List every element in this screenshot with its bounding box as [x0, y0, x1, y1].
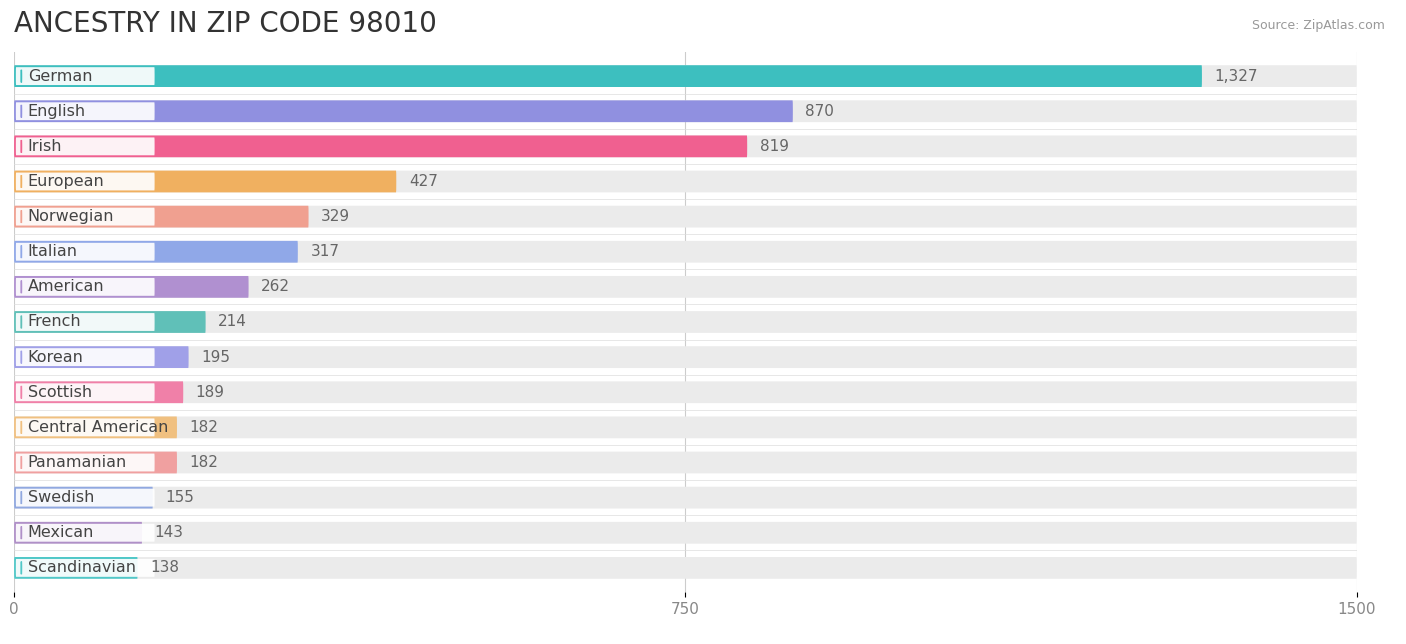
FancyBboxPatch shape — [15, 137, 155, 155]
FancyBboxPatch shape — [15, 243, 155, 261]
Text: German: German — [28, 69, 93, 84]
Text: 189: 189 — [195, 384, 225, 400]
Text: Scandinavian: Scandinavian — [28, 560, 136, 575]
FancyBboxPatch shape — [15, 102, 155, 120]
Text: French: French — [28, 314, 82, 330]
FancyBboxPatch shape — [15, 524, 155, 542]
Text: Panamanian: Panamanian — [28, 455, 127, 470]
Text: 195: 195 — [201, 350, 231, 365]
FancyBboxPatch shape — [14, 135, 747, 157]
Text: Central American: Central American — [28, 420, 169, 435]
Text: Italian: Italian — [28, 244, 77, 260]
Text: ANCESTRY IN ZIP CODE 98010: ANCESTRY IN ZIP CODE 98010 — [14, 10, 437, 38]
FancyBboxPatch shape — [14, 451, 1357, 473]
Text: English: English — [28, 104, 86, 118]
Text: European: European — [28, 174, 104, 189]
Text: 317: 317 — [311, 244, 339, 260]
FancyBboxPatch shape — [15, 313, 155, 331]
FancyBboxPatch shape — [14, 276, 1357, 298]
Text: Irish: Irish — [28, 139, 62, 154]
FancyBboxPatch shape — [14, 487, 153, 509]
FancyBboxPatch shape — [14, 311, 1357, 333]
FancyBboxPatch shape — [15, 419, 155, 437]
FancyBboxPatch shape — [14, 522, 142, 544]
FancyBboxPatch shape — [14, 487, 1357, 509]
Text: Swedish: Swedish — [28, 490, 94, 505]
Text: Source: ZipAtlas.com: Source: ZipAtlas.com — [1251, 19, 1385, 32]
Text: 1,327: 1,327 — [1215, 69, 1258, 84]
FancyBboxPatch shape — [14, 417, 1357, 439]
FancyBboxPatch shape — [15, 278, 155, 296]
FancyBboxPatch shape — [14, 171, 1357, 193]
Text: Norwegian: Norwegian — [28, 209, 114, 224]
Text: 155: 155 — [166, 490, 194, 505]
FancyBboxPatch shape — [14, 205, 1357, 227]
FancyBboxPatch shape — [15, 383, 155, 401]
FancyBboxPatch shape — [14, 65, 1202, 87]
FancyBboxPatch shape — [14, 241, 1357, 263]
FancyBboxPatch shape — [14, 346, 1357, 368]
FancyBboxPatch shape — [14, 276, 249, 298]
Text: 870: 870 — [806, 104, 834, 118]
FancyBboxPatch shape — [14, 171, 396, 193]
FancyBboxPatch shape — [14, 100, 1357, 122]
FancyBboxPatch shape — [14, 241, 298, 263]
FancyBboxPatch shape — [14, 557, 138, 579]
FancyBboxPatch shape — [14, 100, 793, 122]
FancyBboxPatch shape — [15, 207, 155, 225]
FancyBboxPatch shape — [14, 135, 1357, 157]
FancyBboxPatch shape — [14, 346, 188, 368]
FancyBboxPatch shape — [15, 489, 155, 507]
FancyBboxPatch shape — [14, 522, 1357, 544]
Text: 182: 182 — [190, 455, 218, 470]
Text: Korean: Korean — [28, 350, 84, 365]
Text: 214: 214 — [218, 314, 247, 330]
Text: 819: 819 — [759, 139, 789, 154]
FancyBboxPatch shape — [14, 381, 183, 403]
FancyBboxPatch shape — [15, 173, 155, 191]
FancyBboxPatch shape — [14, 451, 177, 473]
Text: American: American — [28, 279, 104, 294]
FancyBboxPatch shape — [15, 453, 155, 471]
FancyBboxPatch shape — [15, 67, 155, 85]
FancyBboxPatch shape — [14, 417, 177, 439]
Text: 143: 143 — [155, 526, 184, 540]
Text: Mexican: Mexican — [28, 526, 94, 540]
Text: 262: 262 — [262, 279, 290, 294]
FancyBboxPatch shape — [15, 559, 155, 577]
FancyBboxPatch shape — [14, 205, 308, 227]
Text: 138: 138 — [150, 560, 179, 575]
FancyBboxPatch shape — [14, 311, 205, 333]
Text: 427: 427 — [409, 174, 437, 189]
Text: 329: 329 — [321, 209, 350, 224]
Text: Scottish: Scottish — [28, 384, 91, 400]
Text: 182: 182 — [190, 420, 218, 435]
FancyBboxPatch shape — [14, 557, 1357, 579]
FancyBboxPatch shape — [14, 65, 1357, 87]
FancyBboxPatch shape — [15, 348, 155, 366]
FancyBboxPatch shape — [14, 381, 1357, 403]
